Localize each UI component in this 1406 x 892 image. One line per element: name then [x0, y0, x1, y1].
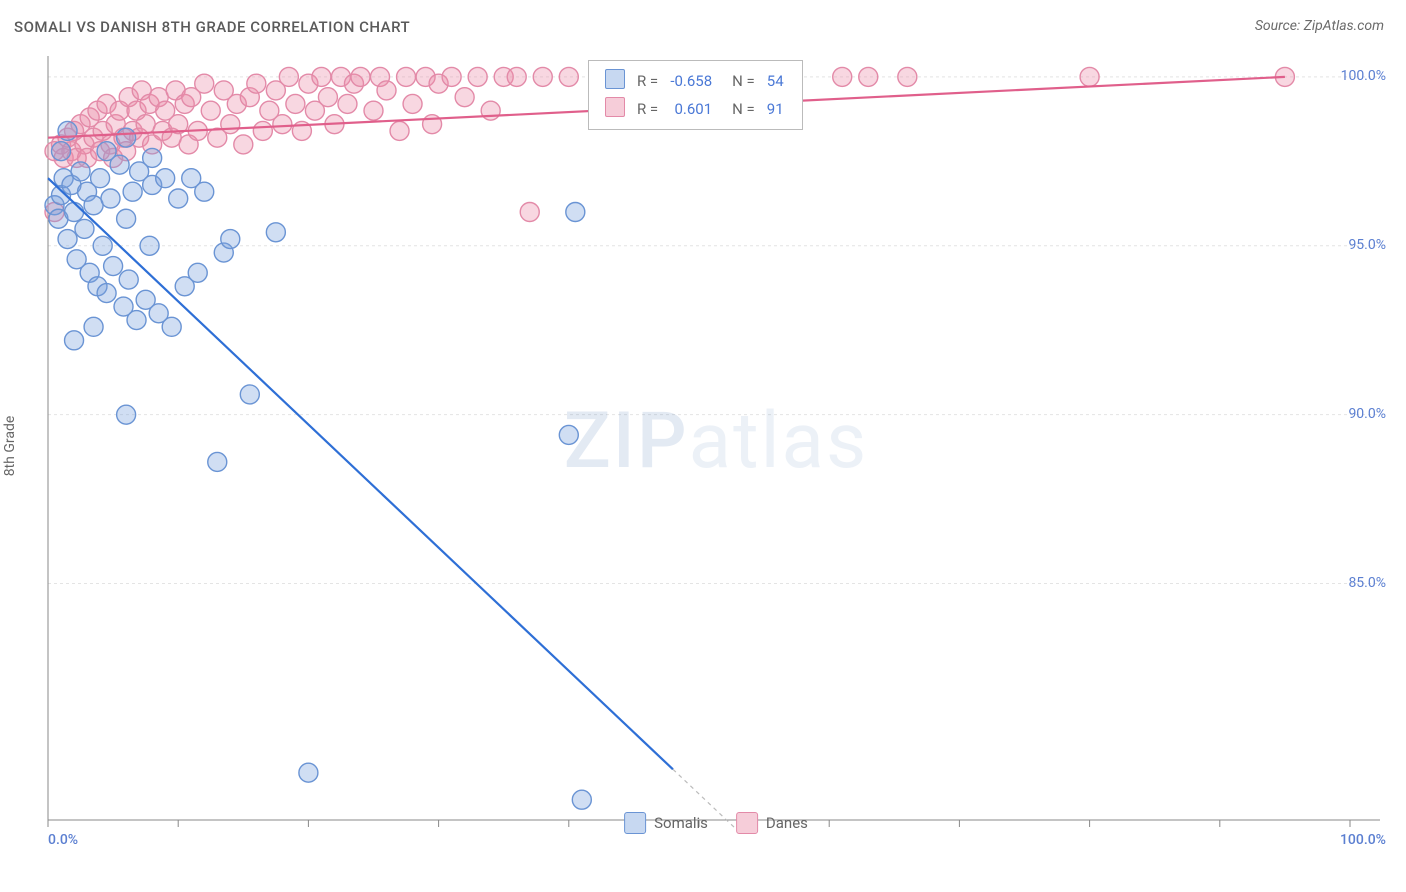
chart-title: SOMALI VS DANISH 8TH GRADE CORRELATION C…	[14, 18, 410, 36]
n-label: N =	[718, 95, 761, 123]
y-tick-label: 90.0%	[1348, 406, 1386, 422]
legend-swatch-somalis	[605, 69, 625, 89]
y-tick-label: 85.0%	[1348, 575, 1386, 591]
legend-swatch-somalis-bottom	[624, 812, 646, 834]
legend-swatch-danes	[605, 97, 625, 117]
chart-container: SOMALI VS DANISH 8TH GRADE CORRELATION C…	[0, 0, 1406, 892]
legend-item-somalis: Somalis	[624, 812, 708, 834]
header-row: SOMALI VS DANISH 8TH GRADE CORRELATION C…	[0, 0, 1406, 44]
n-value-danes: 91	[761, 95, 790, 123]
plot-area: ZIPatlas R =-0.658N =54R =0.601N =91 Som…	[42, 52, 1390, 840]
legend-row-somalis: R =-0.658N =54	[599, 67, 790, 95]
r-label: R =	[631, 67, 664, 95]
legend-label-somalis: Somalis	[654, 814, 708, 832]
r-label: R =	[631, 95, 664, 123]
y-tick-label: 95.0%	[1348, 237, 1386, 253]
legend-swatch-danes-bottom	[736, 812, 758, 834]
correlation-table: R =-0.658N =54R =0.601N =91	[599, 67, 790, 123]
r-value-somalis: -0.658	[664, 67, 718, 95]
legend-label-danes: Danes	[766, 814, 808, 832]
y-axis-label: 8th Grade	[2, 416, 18, 477]
legend-row-danes: R =0.601N =91	[599, 95, 790, 123]
scatter-plot-svg	[42, 52, 1390, 840]
r-value-danes: 0.601	[664, 95, 718, 123]
series-legend: Somalis Danes	[624, 812, 808, 834]
source-label: Source: ZipAtlas.com	[1255, 18, 1384, 34]
y-tick-label: 100.0%	[1341, 68, 1386, 84]
x-axis-min-label: 0.0%	[48, 832, 78, 848]
correlation-legend-box: R =-0.658N =54R =0.601N =91	[588, 60, 803, 130]
n-label: N =	[718, 67, 761, 95]
x-axis-max-label: 100.0%	[1340, 832, 1386, 848]
n-value-somalis: 54	[761, 67, 790, 95]
legend-item-danes: Danes	[736, 812, 808, 834]
